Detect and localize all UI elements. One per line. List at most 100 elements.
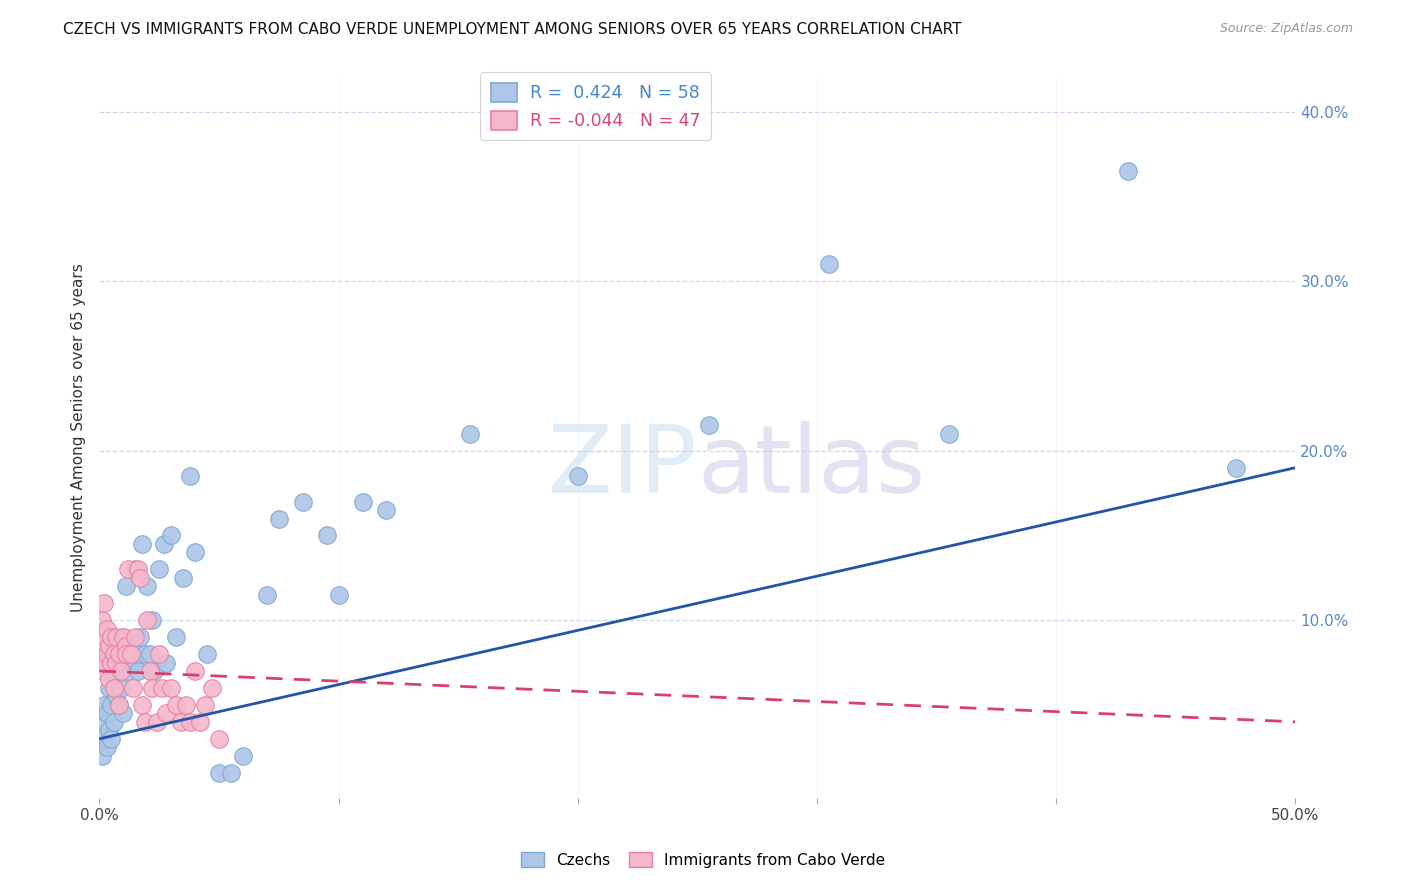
Text: ZIP: ZIP — [548, 421, 697, 513]
Point — [96, 647, 118, 661]
Point — [131, 698, 153, 712]
Point — [90, 714, 112, 729]
Point — [165, 630, 187, 644]
Point — [93, 698, 115, 712]
Point — [114, 579, 136, 593]
Point — [352, 494, 374, 508]
Point — [117, 664, 139, 678]
Point — [127, 664, 149, 678]
Point — [184, 664, 207, 678]
Point — [219, 765, 242, 780]
Point — [90, 613, 112, 627]
Point — [127, 562, 149, 576]
Point — [90, 664, 112, 678]
Point — [148, 647, 170, 661]
Point — [98, 673, 121, 687]
Point — [315, 528, 337, 542]
Point — [93, 596, 115, 610]
Point — [105, 656, 128, 670]
Point — [105, 690, 128, 704]
Point — [124, 630, 146, 644]
Point — [208, 765, 231, 780]
Point — [232, 748, 254, 763]
Point — [375, 503, 398, 517]
Point — [179, 469, 201, 483]
Point — [103, 714, 125, 729]
Point — [174, 698, 197, 712]
Point — [818, 257, 841, 271]
Point — [93, 630, 115, 644]
Point — [103, 673, 125, 687]
Point — [103, 647, 125, 661]
Point — [112, 630, 135, 644]
Point — [136, 579, 159, 593]
Point — [201, 681, 224, 695]
Point — [138, 647, 160, 661]
Point — [160, 528, 183, 542]
Point — [146, 714, 169, 729]
Point — [90, 748, 112, 763]
Point — [107, 698, 129, 712]
Point — [93, 656, 115, 670]
Point — [256, 588, 278, 602]
Point — [208, 731, 231, 746]
Text: atlas: atlas — [697, 421, 925, 513]
Point — [112, 706, 135, 721]
Text: CZECH VS IMMIGRANTS FROM CABO VERDE UNEMPLOYMENT AMONG SENIORS OVER 65 YEARS COR: CZECH VS IMMIGRANTS FROM CABO VERDE UNEM… — [63, 22, 962, 37]
Point — [98, 723, 121, 738]
Point — [138, 664, 160, 678]
Point — [155, 656, 177, 670]
Point — [110, 664, 132, 678]
Point — [124, 562, 146, 576]
Point — [100, 698, 122, 712]
Point — [172, 571, 194, 585]
Point — [96, 622, 118, 636]
Point — [148, 562, 170, 576]
Point — [129, 571, 152, 585]
Point — [567, 469, 589, 483]
Legend: Czechs, Immigrants from Cabo Verde: Czechs, Immigrants from Cabo Verde — [515, 846, 891, 873]
Point — [194, 698, 217, 712]
Point — [100, 731, 122, 746]
Point — [122, 681, 145, 695]
Point — [155, 706, 177, 721]
Point — [699, 418, 721, 433]
Point — [107, 698, 129, 712]
Point — [141, 613, 163, 627]
Point — [160, 681, 183, 695]
Point — [938, 426, 960, 441]
Point — [153, 537, 176, 551]
Point — [90, 639, 112, 653]
Point — [165, 698, 187, 712]
Point — [100, 656, 122, 670]
Point — [134, 714, 156, 729]
Point — [195, 647, 218, 661]
Point — [1116, 164, 1139, 178]
Point — [98, 681, 121, 695]
Text: Source: ZipAtlas.com: Source: ZipAtlas.com — [1219, 22, 1353, 36]
Point — [112, 630, 135, 644]
Y-axis label: Unemployment Among Seniors over 65 years: Unemployment Among Seniors over 65 years — [72, 264, 86, 613]
Point — [184, 545, 207, 559]
Point — [98, 639, 121, 653]
Point — [105, 656, 128, 670]
Point — [110, 681, 132, 695]
Point — [267, 511, 290, 525]
Point — [141, 681, 163, 695]
Point — [96, 706, 118, 721]
Point — [114, 647, 136, 661]
Point — [120, 639, 142, 653]
Point — [179, 714, 201, 729]
Point — [120, 647, 142, 661]
Point — [103, 681, 125, 695]
Point — [107, 647, 129, 661]
Point — [105, 630, 128, 644]
Point — [328, 588, 350, 602]
Legend: R =  0.424   N = 58, R = -0.044   N = 47: R = 0.424 N = 58, R = -0.044 N = 47 — [481, 72, 711, 140]
Point — [1225, 460, 1247, 475]
Point — [150, 681, 173, 695]
Point — [134, 647, 156, 661]
Point — [131, 537, 153, 551]
Point — [107, 647, 129, 661]
Point — [143, 664, 166, 678]
